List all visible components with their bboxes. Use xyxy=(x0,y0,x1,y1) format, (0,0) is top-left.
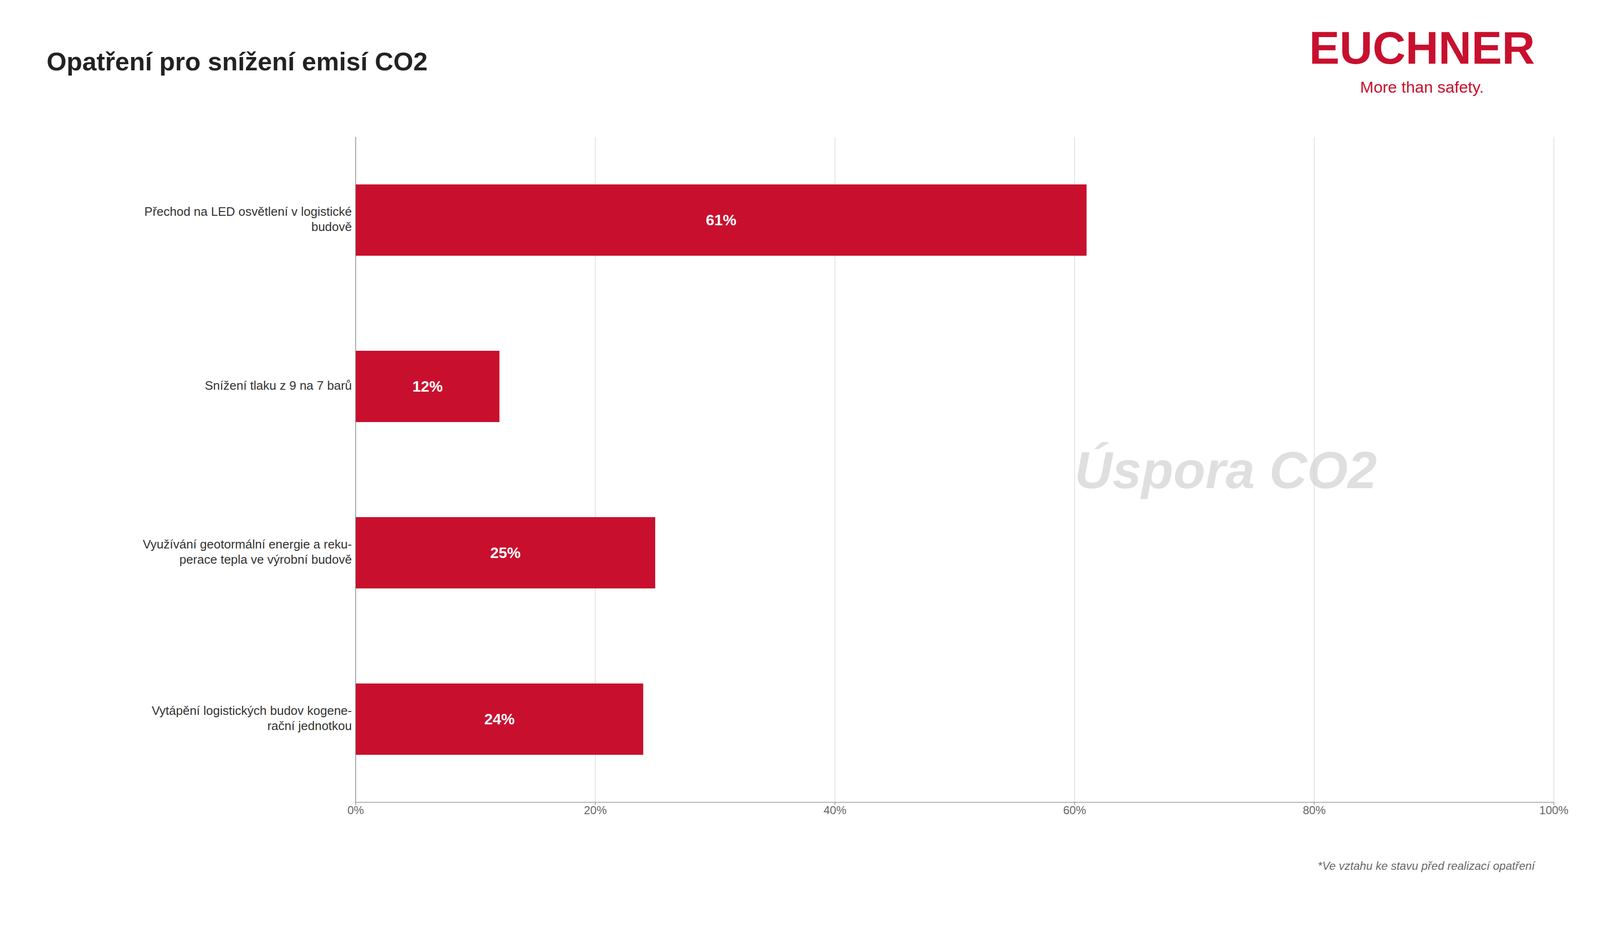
html-text:EUCHNER: EUCHNER xyxy=(1309,22,1535,74)
svg-text:61%: 61% xyxy=(706,211,737,229)
svg-text:60%: 60% xyxy=(1063,804,1087,817)
svg-text:100%: 100% xyxy=(1539,804,1569,817)
html-text:Opatření pro snížení emisí CO2: Opatření pro snížení emisí CO2 xyxy=(46,47,428,76)
svg-text:Vytápění logistických budov ko: Vytápění logistických budov kogene-rační… xyxy=(151,703,352,734)
svg-text:Snížení tlaku z 9 na 7 barů: Snížení tlaku z 9 na 7 barů xyxy=(204,378,352,393)
html-text:*Ve vztahu ke stavu před reali: *Ve vztahu ke stavu před realizací opatř… xyxy=(1317,859,1535,873)
svg-text:Přechod na LED osvětlení v log: Přechod na LED osvětlení v logistickébud… xyxy=(144,204,352,234)
svg-text:20%: 20% xyxy=(583,804,607,817)
svg-text:24%: 24% xyxy=(484,710,515,728)
svg-text:Využívání geotormální energie: Využívání geotormální energie a reku-per… xyxy=(142,537,352,567)
svg-text:0%: 0% xyxy=(347,804,365,817)
svg-text:25%: 25% xyxy=(490,544,521,562)
svg-text:40%: 40% xyxy=(823,804,847,817)
svg-text:12%: 12% xyxy=(412,378,443,396)
svg-text:80%: 80% xyxy=(1302,804,1326,817)
html-text:Úspora CO2: Úspora CO2 xyxy=(1074,440,1377,500)
html-text:More than safety.: More than safety. xyxy=(1360,77,1484,96)
